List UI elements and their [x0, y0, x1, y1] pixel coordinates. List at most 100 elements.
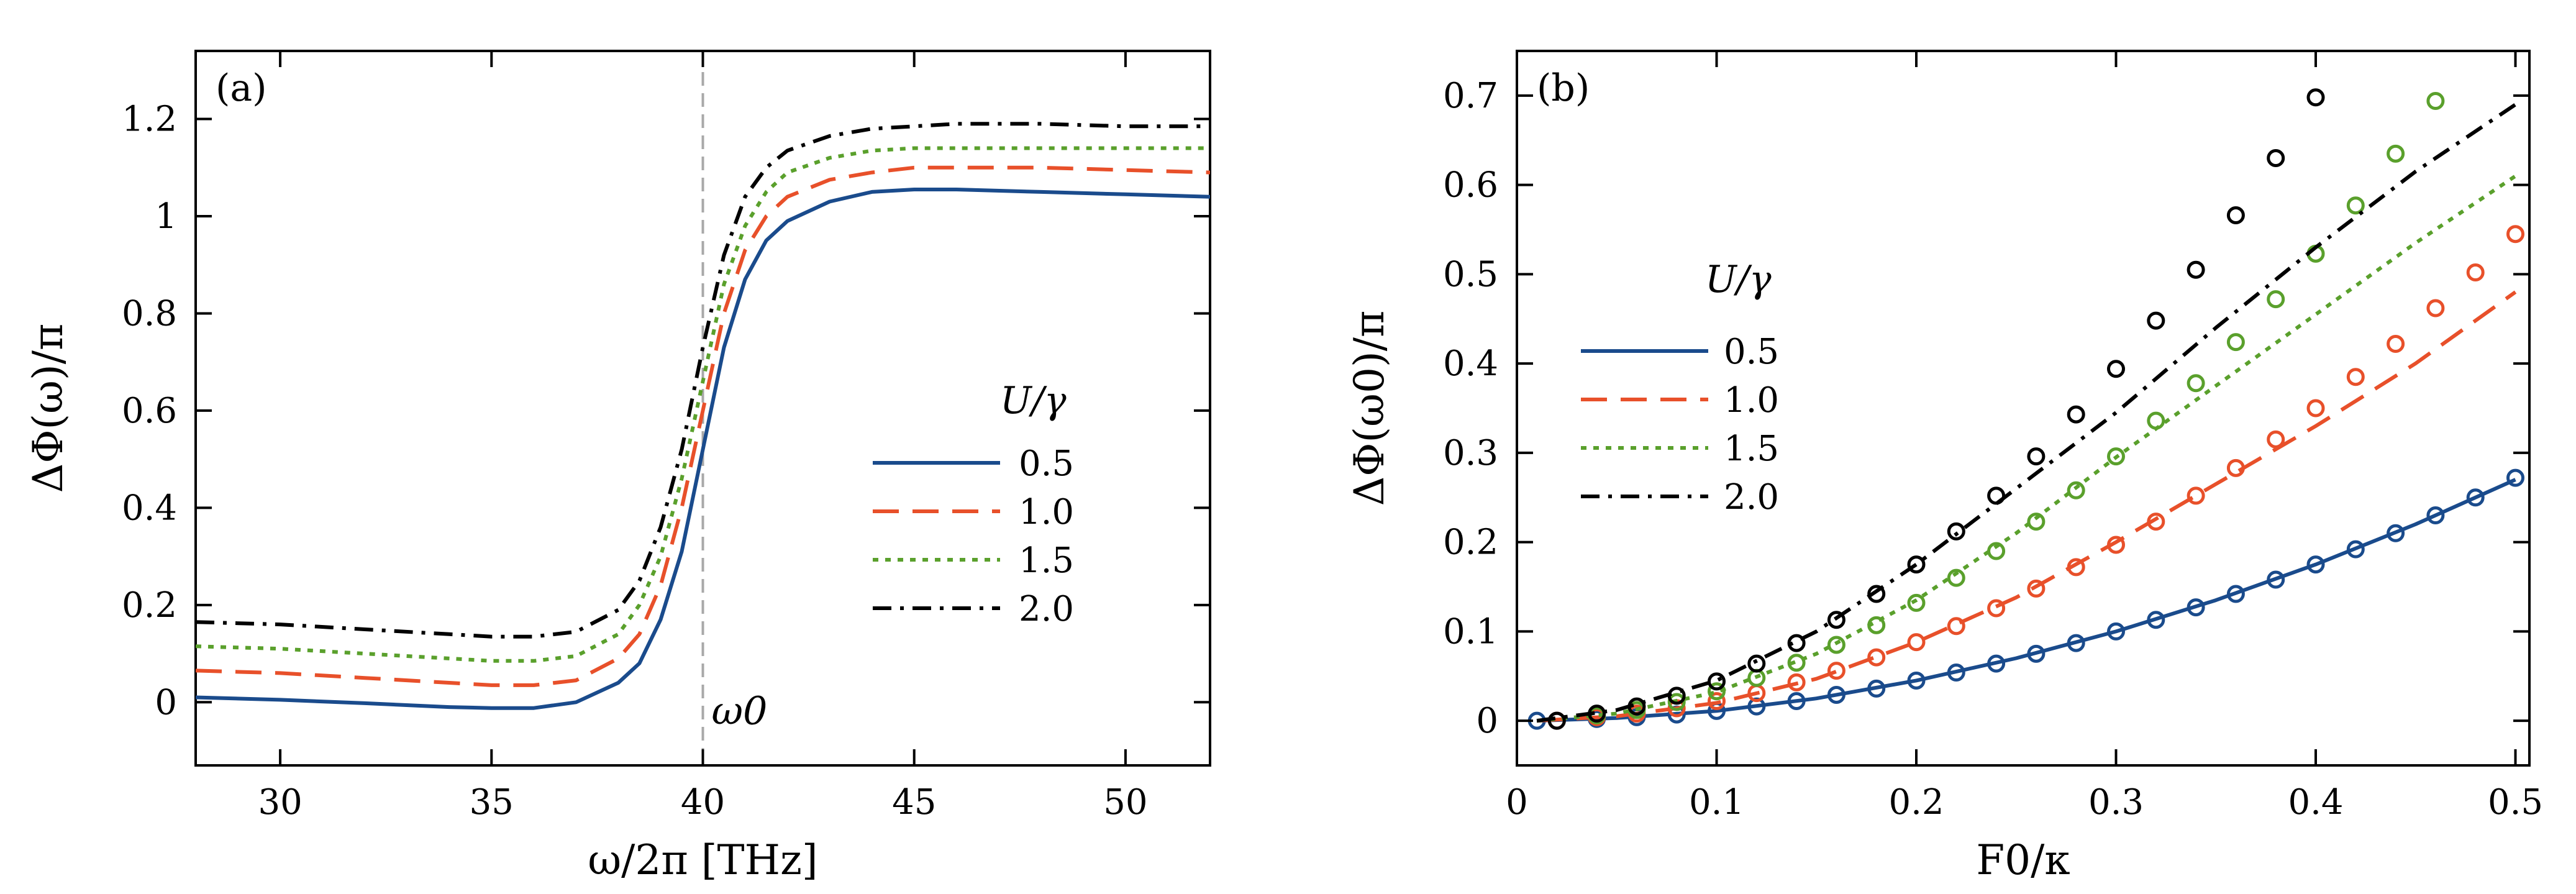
- data-point-b-2.0: [1707, 672, 1726, 691]
- data-point-b-2.0: [1787, 634, 1806, 652]
- data-point-b-0.5: [2306, 555, 2325, 574]
- data-point-b-1.0: [1907, 633, 1926, 652]
- y-tick-label-a: 1: [155, 196, 177, 237]
- legend-entry-a-2.0: 2.0: [1019, 589, 1074, 629]
- data-point-b-1.5: [2106, 447, 2125, 466]
- data-point-b-0.5: [2106, 622, 2125, 641]
- data-point-b-1.5: [1667, 693, 1686, 711]
- x-tick-label-a: 30: [258, 782, 302, 823]
- data-point-b-1.0: [2187, 486, 2205, 505]
- y-tick-label-b: 0.7: [1443, 76, 1498, 116]
- data-point-b-2.0: [2106, 360, 2125, 378]
- data-point-b-1.5: [2226, 333, 2245, 352]
- marks-b: [1527, 88, 2524, 730]
- data-point-b-1.5: [2426, 92, 2445, 110]
- data-point-b-0.5: [2387, 524, 2405, 542]
- data-point-b-0.5: [2147, 611, 2165, 629]
- legend-a: U/γ 0.5 1.0 1.5 2.0: [873, 379, 1074, 629]
- x-tick-label-b: 0.1: [1689, 782, 1744, 823]
- ticks-a: 30 35 40 45 50 0 0.2 0.4 0.6 0.8 1 1.2: [122, 51, 1210, 823]
- data-point-b-1.0: [2226, 458, 2245, 477]
- x-tick-label-b: 0.3: [2088, 782, 2144, 823]
- data-point-b-1.0: [1987, 599, 2006, 618]
- data-point-b-2.0: [1867, 585, 1886, 603]
- y-tick-label-b: 0.3: [1443, 433, 1498, 473]
- data-point-b-0.5: [2506, 468, 2524, 487]
- series-line-b-1.5: [1536, 174, 2517, 723]
- ticks-b: 0 0.1 0.2 0.3 0.4 0.5 0 0.1 0.2 0.3 0.4 0.5 0.6 0.7: [1443, 51, 2543, 823]
- data-point-b-1.0: [1827, 662, 1846, 680]
- data-point-b-1.0: [2027, 579, 2046, 598]
- data-point-b-2.0: [1947, 522, 1965, 541]
- data-point-b-1.0: [1947, 617, 1965, 636]
- data-point-b-2.0: [2306, 88, 2325, 107]
- legend-entry-a-1.5: 1.5: [1019, 541, 1074, 581]
- legend-b: U/γ 0.5 1.0 1.5 2.0: [1581, 258, 1779, 518]
- x-tick-label-b: 0.4: [2288, 782, 2343, 823]
- data-point-b-1.0: [2106, 536, 2125, 554]
- data-point-b-2.0: [1987, 486, 2006, 505]
- x-tick-label-b: 0.2: [1888, 782, 1944, 823]
- data-point-b-1.0: [2067, 558, 2085, 577]
- x-tick-label-b: 0.5: [2488, 782, 2543, 823]
- data-point-b-1.0: [2387, 335, 2405, 353]
- plot-frame-b: [1516, 50, 2531, 767]
- data-point-b-1.0: [1707, 692, 1726, 710]
- data-point-b-0.5: [2027, 644, 2046, 663]
- x-axis-label-b: F0/κ: [1976, 836, 2070, 884]
- panel-b: 0 0.1 0.2 0.3 0.4 0.5 0 0.1 0.2 0.3 0.4 0.5 0.6 0.7 (…: [1345, 50, 2543, 884]
- data-point-b-0.5: [2466, 488, 2485, 507]
- series-line-b-0.5: [1536, 478, 2516, 723]
- data-point-b-1.5: [2147, 411, 2165, 430]
- y-tick-label-b: 0.1: [1443, 611, 1498, 652]
- data-point-b-2.0: [1627, 697, 1646, 716]
- data-point-b-1.5: [1947, 568, 1965, 587]
- panel-label-a: (a): [216, 66, 267, 110]
- data-point-b-2.0: [2027, 447, 2046, 466]
- data-point-b-1.5: [2387, 144, 2405, 163]
- marks-a: [195, 51, 1211, 765]
- data-point-b-2.0: [1667, 686, 1686, 705]
- legend-entry-a-1.0: 1.0: [1019, 492, 1074, 532]
- data-point-b-1.0: [1787, 673, 1806, 691]
- data-point-b-1.0: [2466, 263, 2485, 281]
- x-tick-label-a: 35: [470, 782, 514, 823]
- y-tick-label-b: 0.2: [1443, 522, 1498, 563]
- data-point-b-0.5: [2426, 506, 2445, 524]
- data-point-b-1.0: [2506, 225, 2524, 244]
- data-point-b-2.0: [1827, 611, 1846, 629]
- series-line-b-1.0: [1536, 290, 2517, 723]
- data-point-b-2.0: [1588, 705, 1606, 723]
- data-point-b-0.5: [1867, 679, 1886, 698]
- legend-title-b: U/γ: [1705, 258, 1772, 301]
- data-point-b-2.0: [1547, 711, 1566, 730]
- legend-entry-b-1.0: 1.0: [1724, 380, 1779, 421]
- y-tick-label-a: 0.4: [122, 488, 177, 528]
- data-point-b-0.5: [1947, 664, 1965, 682]
- data-point-b-1.0: [2426, 299, 2445, 317]
- data-point-b-1.0: [2147, 513, 2165, 531]
- data-point-b-1.5: [2027, 513, 2046, 531]
- data-point-b-0.5: [1907, 671, 1926, 690]
- y-axis-label-a: ΔΦ(ω)/π: [24, 324, 72, 493]
- data-point-b-0.5: [2226, 585, 2245, 603]
- panel-label-b: (b): [1537, 66, 1590, 110]
- y-tick-label-b: 0.4: [1443, 344, 1498, 384]
- data-point-b-1.0: [2267, 430, 2285, 449]
- data-point-b-1.0: [1867, 648, 1886, 667]
- series-line-b-2.0: [1536, 103, 2517, 723]
- y-tick-label-a: 1.2: [122, 99, 177, 140]
- x-tick-label-a: 40: [681, 782, 725, 823]
- legend-entry-b-1.5: 1.5: [1724, 429, 1779, 469]
- data-point-b-2.0: [2187, 260, 2205, 279]
- series-line-a-1.5: [195, 146, 1210, 663]
- legend-title-a: U/γ: [1000, 379, 1067, 422]
- series-line-a-2.0: [195, 122, 1210, 639]
- data-point-b-1.0: [2346, 368, 2365, 386]
- y-tick-label-a: 0: [155, 682, 177, 723]
- data-point-b-2.0: [1747, 654, 1766, 673]
- legend-entry-b-0.5: 0.5: [1724, 332, 1779, 372]
- data-point-b-1.5: [2267, 290, 2285, 309]
- data-point-b-1.5: [2187, 374, 2205, 393]
- y-tick-label-a: 0.6: [122, 391, 177, 431]
